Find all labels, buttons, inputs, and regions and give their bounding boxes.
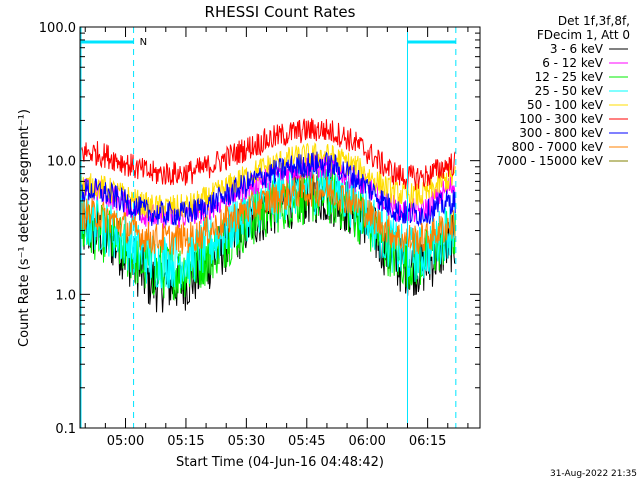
legend-entry-label: 300 - 800 keV — [519, 126, 603, 140]
legend-entry-label: 50 - 100 keV — [527, 98, 604, 112]
x-axis-label: Start Time (04-Jun-16 04:48:42) — [176, 455, 384, 470]
series-line-100-300-kev — [79, 118, 456, 191]
plot-frame — [79, 26, 481, 429]
y-tick-label: 10.0 — [47, 155, 76, 170]
overlay-layer: N — [80, 27, 457, 428]
x-tick-label: 05:30 — [228, 434, 265, 449]
legend-entry-label: 25 - 50 keV — [535, 84, 604, 98]
y-tick-label: 100.0 — [39, 21, 76, 36]
y-tick-label: 0.1 — [55, 422, 76, 437]
x-tick-label: 06:00 — [348, 434, 385, 449]
x-tick-label: 05:00 — [107, 434, 144, 449]
axes-layer: 0.1 1.0 10.0 100.0 05:00 05:15 05:30 05:45 06:00… — [39, 21, 481, 449]
series-line-50-100-kev — [79, 142, 456, 219]
series-line-300-800-kev — [79, 151, 456, 227]
x-tick-label: 05:15 — [167, 434, 204, 449]
legend-entry-label: 7000 - 15000 keV — [496, 154, 603, 168]
series-line-800-7000-kev — [79, 174, 456, 255]
x-tick-label: 06:15 — [409, 434, 446, 449]
legend-header-line-2: FDecim 1, Att 0 — [537, 28, 630, 42]
night-bar-label: N — [140, 37, 147, 48]
legend-entry-label: 800 - 7000 keV — [512, 140, 604, 154]
x-tick-label: 05:45 — [288, 434, 325, 449]
legend: Det 1f,3f,8f, FDecim 1, Att 0 3 - 6 keV6… — [496, 14, 630, 168]
legend-entry-label: 3 - 6 keV — [550, 42, 604, 56]
legend-entry-label: 100 - 300 keV — [519, 112, 603, 126]
legend-header-line-1: Det 1f,3f,8f, — [558, 14, 630, 28]
y-tick-label: 1.0 — [55, 288, 76, 303]
legend-entry-label: 6 - 12 keV — [542, 56, 604, 70]
chart-title: RHESSI Count Rates — [205, 3, 356, 21]
legend-entry-label: 12 - 25 keV — [535, 70, 604, 84]
timestamp: 31-Aug-2022 21:35 — [550, 469, 637, 479]
y-axis-label: Count Rate (s⁻¹ detector segment⁻¹) — [17, 109, 32, 347]
series-layer — [79, 118, 456, 313]
